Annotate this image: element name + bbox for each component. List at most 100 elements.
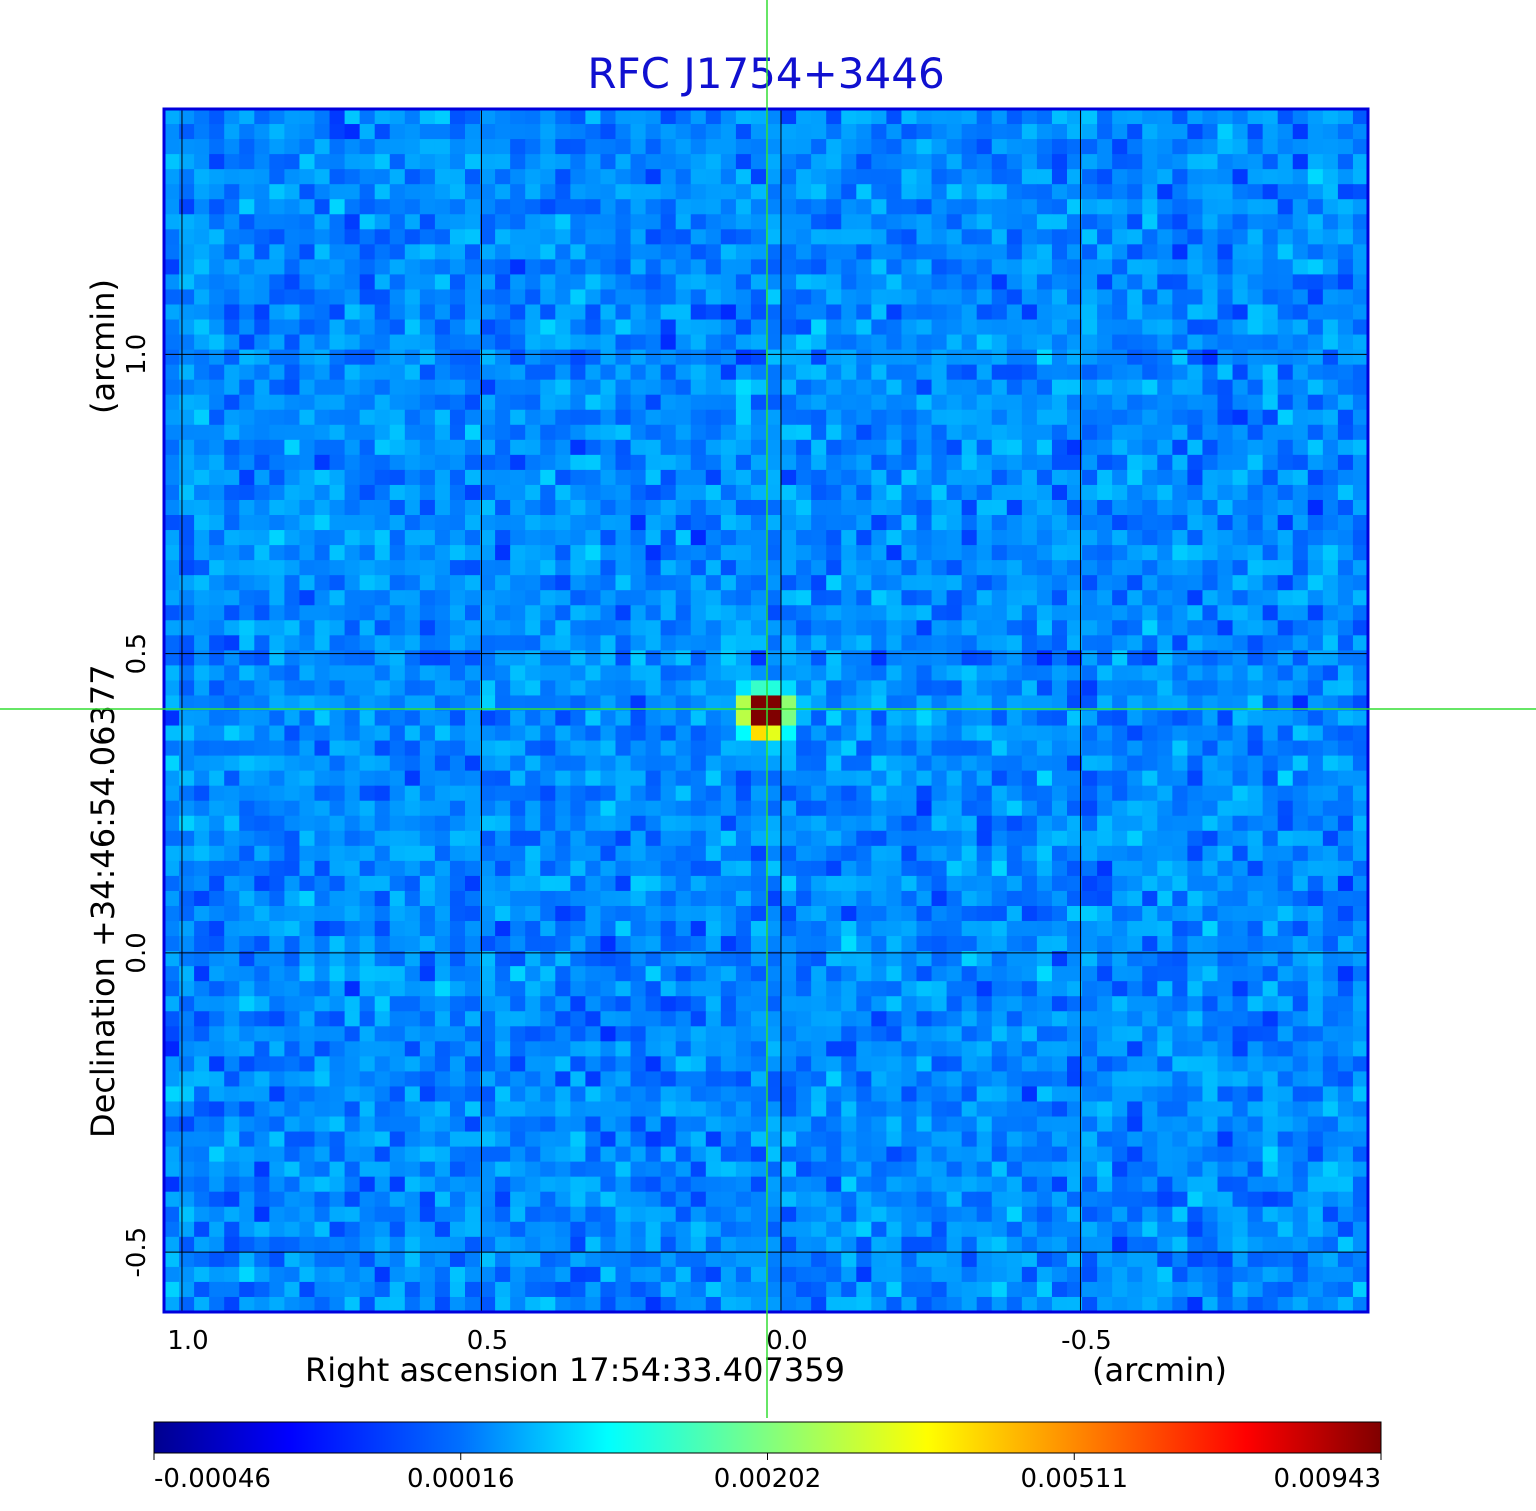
- heatmap-cell: [991, 124, 1008, 140]
- heatmap-cell: [991, 695, 1008, 712]
- heatmap-cell: [1142, 635, 1158, 651]
- heatmap-cell: [224, 184, 240, 200]
- heatmap-cell: [946, 921, 963, 937]
- heatmap-cell: [660, 154, 677, 170]
- heatmap-cell: [585, 244, 602, 260]
- heatmap-cell: [434, 259, 451, 276]
- heatmap-cell: [766, 259, 782, 276]
- heatmap-cell: [555, 1041, 571, 1057]
- heatmap-cell: [1172, 379, 1188, 396]
- heatmap-cell: [841, 650, 857, 666]
- heatmap-cell: [585, 936, 602, 952]
- heatmap-cell: [164, 349, 180, 366]
- heatmap-cell: [645, 921, 662, 937]
- heatmap-cell: [224, 1011, 240, 1027]
- heatmap-cell: [1232, 169, 1249, 185]
- heatmap-cell: [811, 875, 827, 892]
- heatmap-cell: [720, 124, 737, 140]
- heatmap-cell: [1112, 635, 1128, 651]
- heatmap-cell: [856, 499, 872, 516]
- heatmap-cell: [1112, 199, 1128, 215]
- heatmap-cell: [239, 259, 255, 276]
- heatmap-cell: [164, 109, 180, 125]
- heatmap-cell: [254, 680, 270, 697]
- heatmap-cell: [495, 530, 511, 546]
- heatmap-cell: [630, 409, 647, 426]
- heatmap-cell: [1217, 951, 1234, 967]
- heatmap-cell: [826, 635, 842, 651]
- heatmap-cell: [961, 605, 978, 621]
- heatmap-cell: [585, 499, 602, 516]
- heatmap-cell: [284, 875, 301, 892]
- heatmap-cell: [1277, 921, 1294, 937]
- heatmap-cell: [1172, 951, 1188, 967]
- heatmap-cell: [1051, 274, 1068, 291]
- heatmap-cell: [615, 154, 632, 170]
- heatmap-cell: [931, 545, 948, 561]
- heatmap-cell: [690, 1026, 707, 1042]
- heatmap-cell: [329, 334, 346, 351]
- heatmap-cell: [690, 845, 707, 862]
- heatmap-cell: [1232, 229, 1249, 245]
- heatmap-cell: [615, 274, 632, 291]
- heatmap-cell: [164, 154, 180, 170]
- heatmap-cell: [389, 996, 406, 1012]
- heatmap-cell: [781, 484, 797, 501]
- heatmap-cell: [525, 364, 541, 381]
- heatmap-cell: [871, 379, 887, 396]
- heatmap-cell: [209, 394, 225, 411]
- heatmap-cell: [630, 530, 647, 546]
- heatmap-cell: [811, 334, 827, 351]
- heatmap-cell: [465, 575, 481, 591]
- heatmap-cell: [1067, 229, 1083, 245]
- heatmap-cell: [645, 710, 662, 727]
- heatmap-cell: [1097, 560, 1113, 576]
- heatmap-cell: [1142, 1011, 1158, 1027]
- heatmap-cell: [1322, 605, 1339, 621]
- heatmap-cell: [1262, 620, 1279, 636]
- heatmap-cell: [179, 740, 195, 757]
- heatmap-cell: [720, 274, 737, 291]
- heatmap-cell: [856, 229, 872, 245]
- heatmap-cell: [946, 740, 963, 757]
- heatmap-cell: [555, 304, 571, 321]
- heatmap-cell: [254, 725, 270, 742]
- heatmap-cell: [1337, 169, 1354, 185]
- heatmap-cell: [1051, 966, 1068, 982]
- heatmap-cell: [946, 800, 963, 817]
- heatmap-cell: [645, 830, 662, 847]
- heatmap-cell: [841, 349, 857, 366]
- heatmap-cell: [419, 875, 436, 892]
- heatmap-cell: [495, 334, 511, 351]
- heatmap-cell: [1337, 936, 1354, 952]
- heatmap-cell: [645, 469, 662, 486]
- heatmap-cell: [766, 229, 782, 245]
- heatmap-cell: [796, 364, 812, 381]
- heatmap-cell: [750, 424, 767, 441]
- heatmap-cell: [434, 936, 451, 952]
- heatmap-cell: [931, 139, 948, 155]
- heatmap-cell: [254, 650, 270, 666]
- heatmap-cell: [449, 725, 466, 742]
- heatmap-cell: [209, 845, 225, 862]
- heatmap-cell: [675, 409, 692, 426]
- heatmap-cell: [1067, 890, 1083, 907]
- heatmap-cell: [329, 484, 346, 501]
- heatmap-cell: [705, 499, 722, 516]
- heatmap-cell: [239, 680, 255, 697]
- heatmap-cell: [1082, 469, 1098, 486]
- heatmap-cell: [1247, 469, 1264, 486]
- heatmap-cell: [1217, 635, 1234, 651]
- heatmap-cell: [570, 951, 586, 967]
- heatmap-cell: [344, 921, 361, 937]
- heatmap-cell: [374, 1041, 391, 1057]
- heatmap-cell: [389, 680, 406, 697]
- heatmap-cell: [886, 845, 903, 862]
- heatmap-cell: [404, 1041, 421, 1057]
- heatmap-cell: [570, 259, 586, 276]
- heatmap-cell: [209, 169, 225, 185]
- heatmap-cell: [1307, 515, 1324, 531]
- heatmap-cell: [705, 184, 722, 200]
- heatmap-cell: [254, 770, 270, 787]
- heatmap-cell: [1217, 545, 1234, 561]
